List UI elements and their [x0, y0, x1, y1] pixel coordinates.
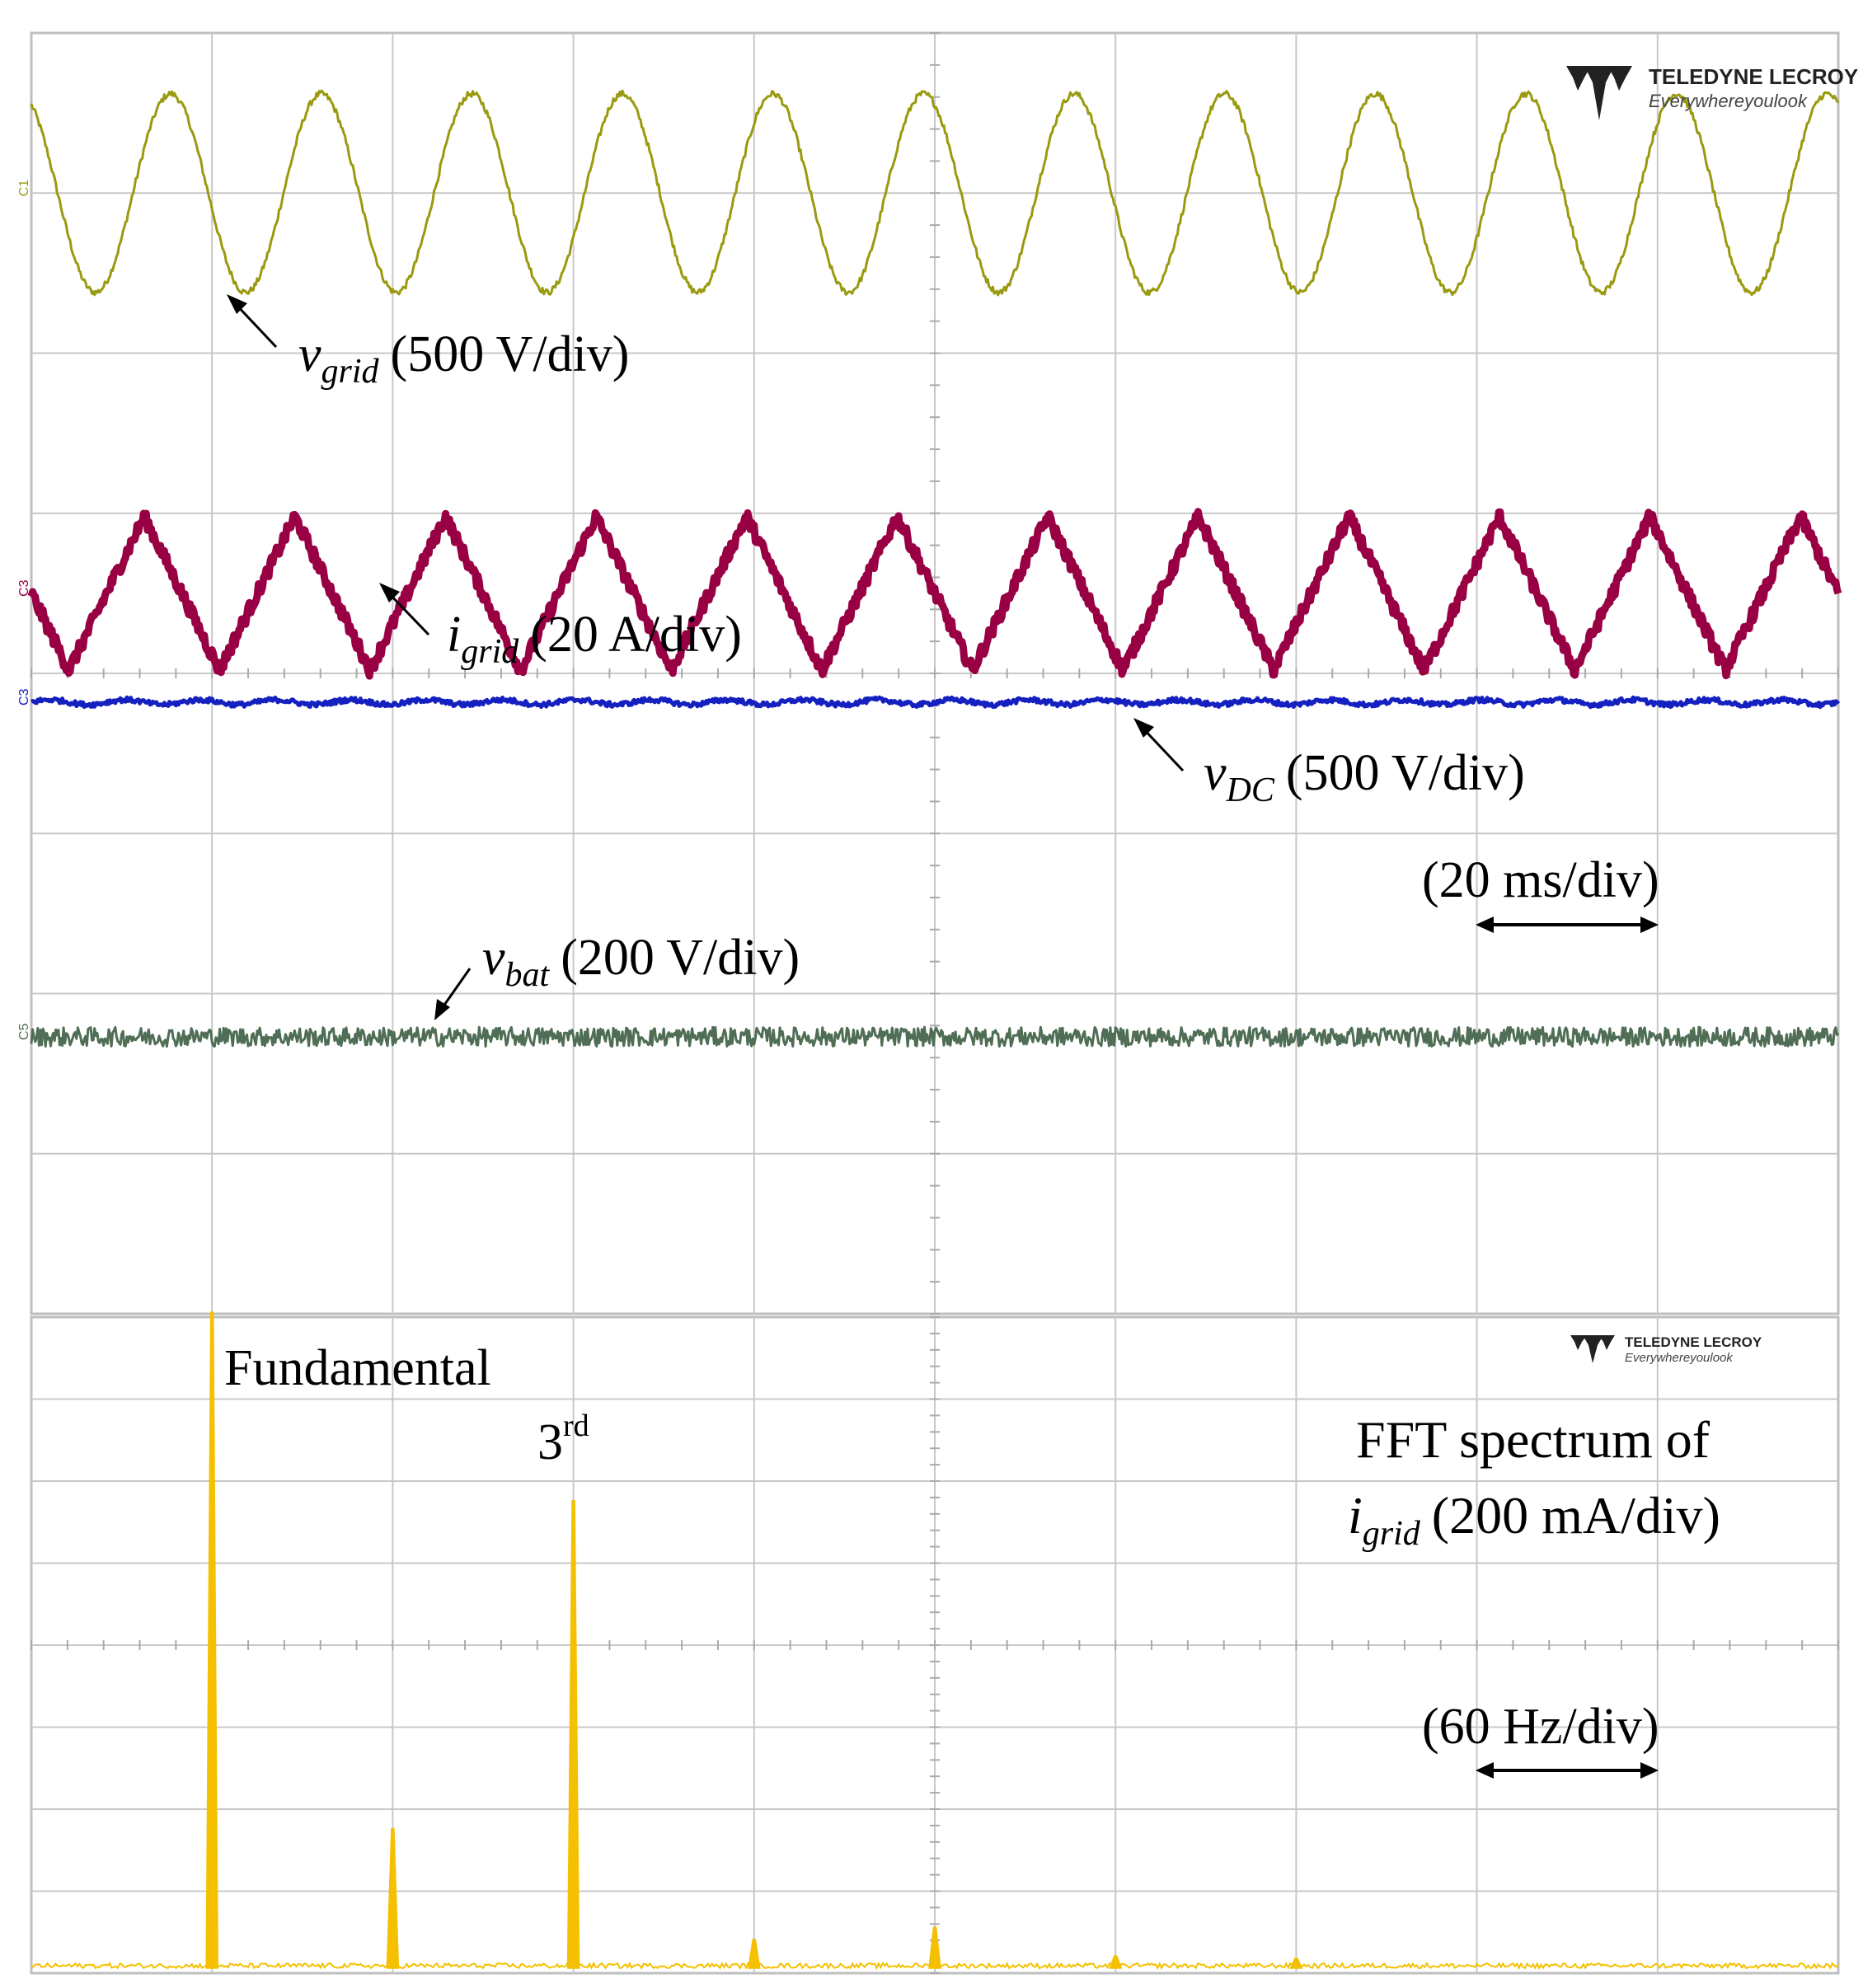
vbat-arrow [439, 968, 472, 1010]
third-harmonic-label: 3rd [537, 1409, 589, 1470]
logo-mark-icon [1566, 66, 1591, 91]
logo-brand-text: TELEDYNE LECROY [1625, 1334, 1762, 1350]
logo-tagline-text: Everywhereyoulook [1625, 1351, 1734, 1365]
fundamental-label: Fundamental [224, 1340, 491, 1396]
fft-peak-300hz [928, 1926, 941, 1969]
vbat-trace [30, 1025, 1840, 1048]
vgrid-annotation: vgrid (500 V/div) [227, 294, 629, 391]
fft-peak-420hz [1289, 1958, 1303, 1969]
time-domain-panel: C1 C3 C3 C5 TELEDYNE LECROY Everywhereyoulo… [17, 31, 1858, 1315]
igrid-label: igrid (20 A/div) [447, 607, 742, 671]
freq-scale-label: (60 Hz/div) [1422, 1699, 1659, 1755]
fft-peak-60hz [205, 1311, 218, 1969]
vdc-channel-marker: C3 [17, 688, 31, 706]
fft-peaks [205, 1311, 1303, 1969]
vgrid-channel-marker: C1 [17, 180, 31, 197]
vgrid-label: vgrid (500 V/div) [298, 326, 629, 391]
igrid-channel-marker: C3 [17, 579, 31, 597]
time-domain-traces [27, 89, 1842, 1048]
vbat-annotation: vbat (200 V/div) [434, 930, 800, 1020]
arrow-right-icon [1640, 917, 1659, 933]
igrid-arrowhead-icon [379, 583, 400, 602]
freq-scale-annotation: (60 Hz/div) [1422, 1699, 1659, 1779]
fft-peak-180hz [566, 1500, 580, 1969]
logo-mark-icon [1570, 1335, 1587, 1350]
vdc-annotation: vDC (500 V/div) [1133, 718, 1525, 809]
vdc-label: vDC (500 V/div) [1204, 745, 1525, 809]
vbat-arrowhead-icon [434, 999, 450, 1020]
arrow-left-icon [1476, 1762, 1494, 1779]
vgrid-trace [30, 89, 1840, 297]
logo-mark-icon [1598, 1335, 1615, 1350]
vdc-arrow [1140, 725, 1185, 772]
igrid-trace [27, 508, 1842, 680]
vbat-channel-marker: C5 [17, 1023, 31, 1040]
logo-mark-icon [1584, 66, 1614, 120]
fft-title-line1: FFT spectrum of [1356, 1410, 1710, 1469]
arrow-right-icon [1640, 1762, 1659, 1779]
logo-tagline-text: Everywhereyoulook [1649, 91, 1808, 111]
teledyne-lecroy-logo-fft: TELEDYNE LECROY Everywhereyoulook [1570, 1334, 1762, 1365]
fft-peak-120hz [386, 1828, 400, 1969]
logo-brand-text: TELEDYNE LECROY [1649, 64, 1858, 89]
igrid-annotation: igrid (20 A/div) [379, 583, 742, 671]
time-domain-grid [31, 32, 1839, 1315]
time-scale-label: (20 ms/div) [1422, 852, 1659, 908]
vgrid-arrowhead-icon [227, 294, 247, 314]
vdc-arrowhead-icon [1133, 718, 1154, 738]
vgrid-arrow [233, 302, 278, 349]
fft-peak-240hz [747, 1939, 761, 1969]
logo-mark-icon [1583, 1335, 1603, 1363]
fft-title-line2: igrid (200 mA/div) [1348, 1486, 1720, 1553]
teledyne-lecroy-logo: TELEDYNE LECROY Everywhereyoulook [1566, 64, 1858, 120]
igrid-arrow [386, 590, 430, 636]
logo-mark-icon [1607, 66, 1632, 91]
vdc-trace [31, 695, 1841, 710]
time-scale-annotation: (20 ms/div) [1422, 852, 1659, 933]
channel-labels: C1 C3 C3 C5 [17, 180, 31, 1040]
vbat-label: vbat (200 V/div) [482, 930, 800, 994]
fft-peak-360hz [1109, 1955, 1123, 1969]
arrow-left-icon [1476, 917, 1494, 933]
fft-panel: TELEDYNE LECROY Everywhereyoulook Fundam… [30, 1311, 1840, 1975]
